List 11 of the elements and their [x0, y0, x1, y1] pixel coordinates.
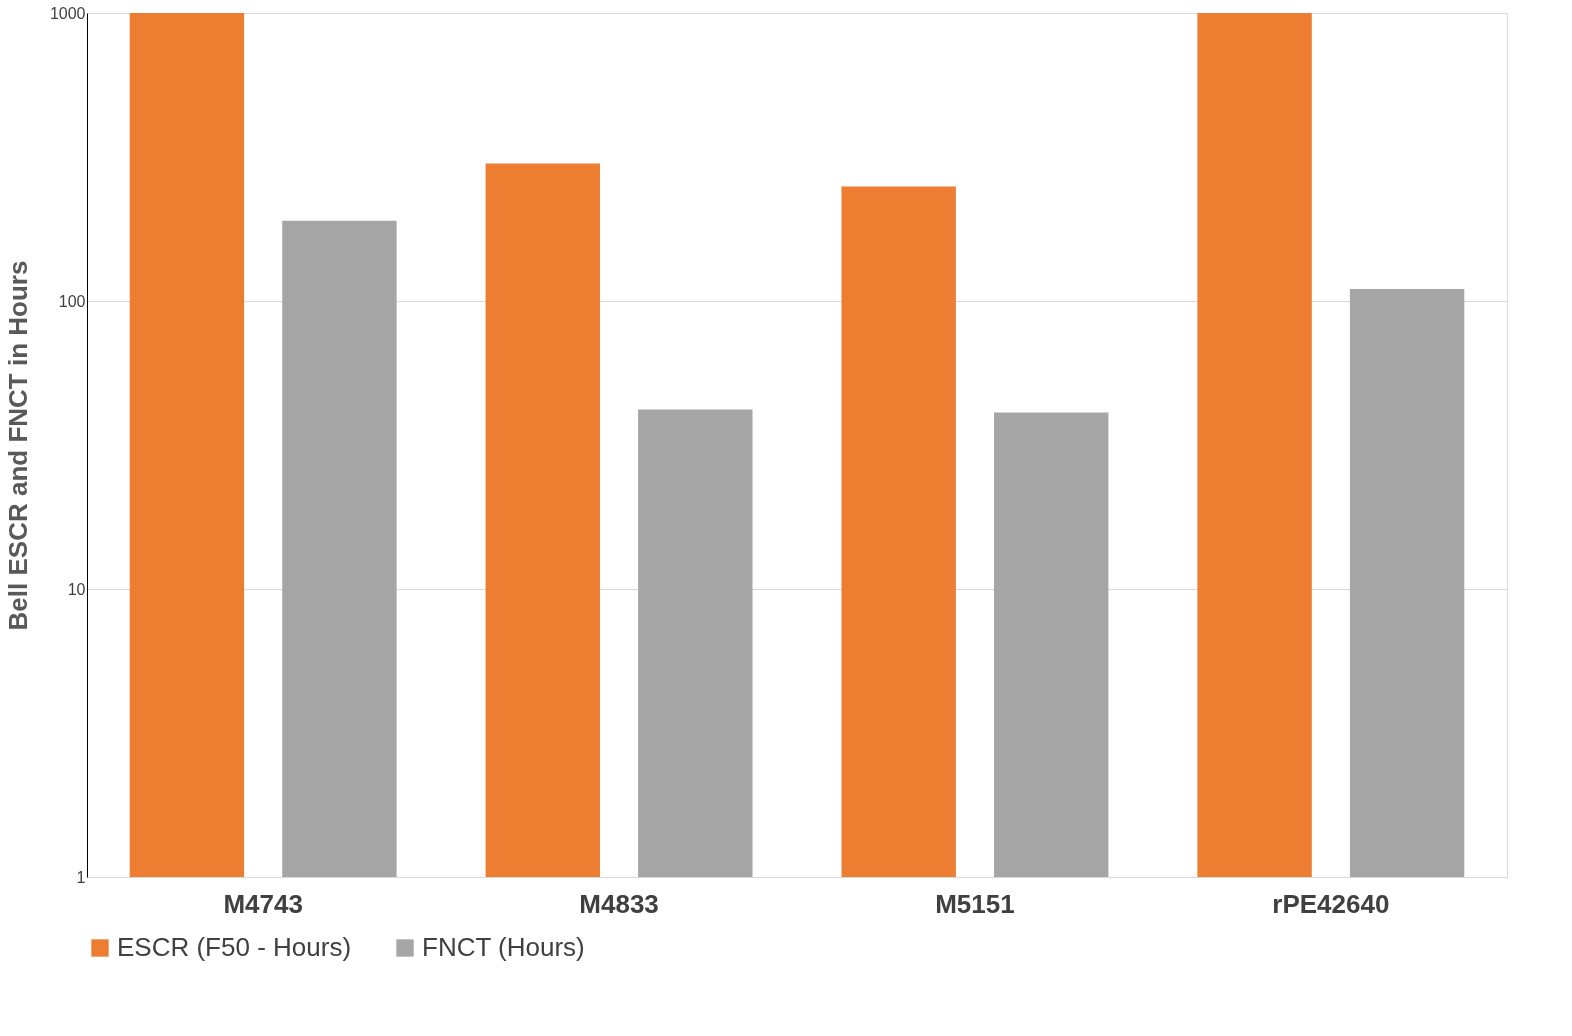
y-tick-label: 100	[58, 292, 86, 310]
x-tick-label: M4833	[579, 888, 659, 919]
y-tick-label: 1	[76, 868, 86, 886]
legend-label: ESCR (F50 - Hours)	[117, 932, 352, 962]
x-tick-label: M4743	[223, 888, 303, 919]
legend-label: FNCT (Hours)	[422, 932, 585, 962]
x-tick-label: rPE42640	[1272, 888, 1390, 919]
x-tick-label: M5151	[935, 888, 1015, 919]
y-tick-label: 10	[67, 580, 86, 598]
y-tick-label: 1000	[49, 4, 86, 22]
y-axis-title: Bell ESCR and FNCT in Hours	[2, 260, 33, 631]
